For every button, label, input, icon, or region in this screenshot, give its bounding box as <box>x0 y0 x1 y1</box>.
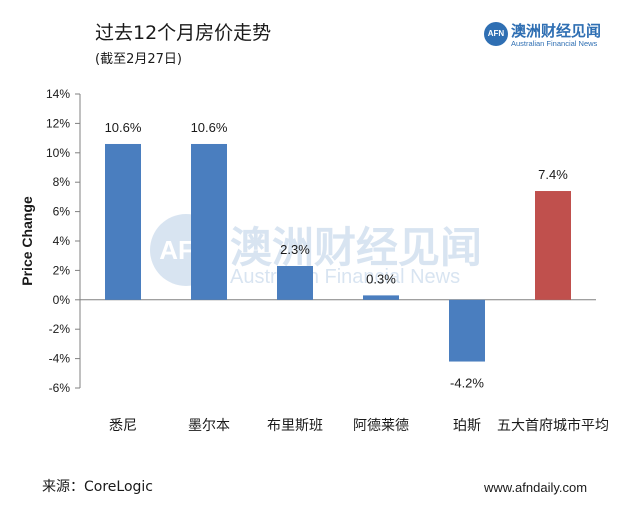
data-label: 0.3% <box>366 271 396 286</box>
y-tick-label: 8% <box>53 175 71 189</box>
y-tick-label: 4% <box>53 234 71 248</box>
y-tick-label: 10% <box>46 146 70 160</box>
category-label: 墨尔本 <box>188 418 230 434</box>
y-tick-label: 12% <box>46 116 70 130</box>
website-url: www.afndaily.com <box>484 480 588 495</box>
y-tick-label: -4% <box>49 352 71 366</box>
bar <box>277 265 313 300</box>
data-label: 10.6% <box>105 120 142 135</box>
bar <box>105 143 141 300</box>
logo-tagline: Australian Financial News <box>511 39 598 48</box>
y-tick-label: 2% <box>53 263 71 277</box>
source-note: 来源：CoreLogic <box>42 479 153 495</box>
y-axis-label: Price Change <box>19 196 35 286</box>
category-label: 阿德莱德 <box>353 418 409 434</box>
y-tick-label: 0% <box>53 293 71 307</box>
chart-subtitle: (截至2月27日) <box>95 52 182 67</box>
category-label: 布里斯班 <box>267 418 323 434</box>
category-label: 悉尼 <box>109 418 137 434</box>
bar <box>363 295 399 300</box>
chart-title: 过去12个月房价走势 <box>95 22 272 44</box>
y-tick-label: -2% <box>49 322 71 336</box>
category-label: 五大首府城市平均 <box>497 417 609 434</box>
data-label: -4.2% <box>450 376 484 391</box>
category-label: 珀斯 <box>453 418 481 434</box>
afn-logo: AFN 澳洲财经见闻 Australian Financial News <box>484 20 616 50</box>
bar <box>191 143 227 300</box>
y-tick-label: 14% <box>46 87 70 101</box>
data-label: 10.6% <box>191 120 228 135</box>
y-tick-label: -6% <box>49 381 71 395</box>
bar <box>449 299 485 362</box>
y-tick-label: 6% <box>53 205 71 219</box>
data-label: 7.4% <box>538 167 568 182</box>
bar <box>535 191 571 300</box>
logo-mark: AFN <box>484 22 508 46</box>
logo-name: 澳洲财经见闻 <box>511 22 602 40</box>
data-label: 2.3% <box>280 242 310 257</box>
